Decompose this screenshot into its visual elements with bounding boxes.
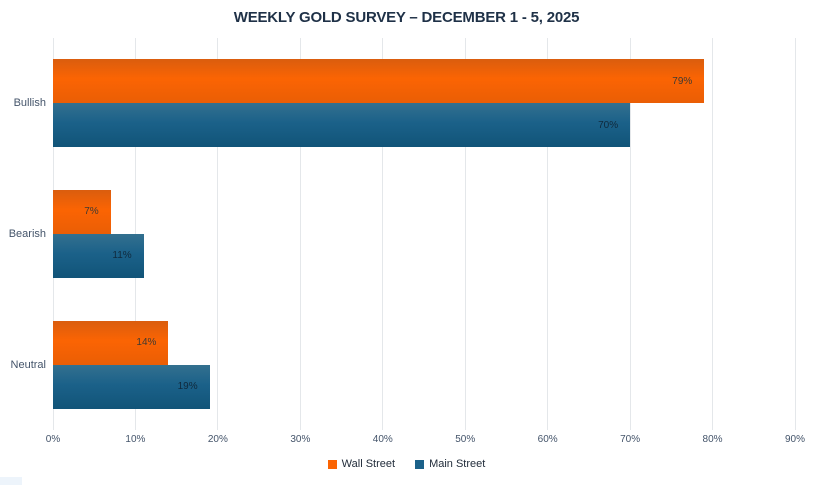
bar-main-street: 19% — [53, 364, 210, 409]
x-tick-label: 50% — [455, 434, 476, 445]
gridline — [794, 38, 796, 430]
category-label-bullish: Bullish — [13, 97, 46, 110]
x-tick-label: 70% — [620, 434, 641, 445]
bar-group-bearish: 7% 11% — [53, 169, 795, 300]
x-tick-label: 10% — [125, 434, 146, 445]
bar-group-bullish: 79% 70% — [53, 38, 795, 169]
x-tick-label: 60% — [537, 434, 558, 445]
legend-swatch — [415, 459, 425, 469]
legend: Wall Street Main Street — [0, 458, 813, 470]
bar-group-neutral: 14% 19% — [53, 299, 795, 430]
bar-value-label: 19% — [177, 381, 198, 393]
gridline — [629, 38, 631, 430]
x-tick-label: 30% — [290, 434, 311, 445]
category-label-neutral: Neutral — [10, 358, 46, 371]
legend-item-main-street: Main Street — [415, 458, 485, 470]
x-tick-label: 90% — [784, 434, 806, 445]
bar-value-label: 7% — [84, 206, 99, 218]
gridline — [217, 38, 219, 430]
bar-value-label: 79% — [672, 75, 693, 87]
x-tick-label: 40% — [372, 434, 393, 445]
legend-label: Wall Street — [341, 458, 396, 470]
bar-wall-street: 14% — [53, 320, 169, 365]
bar-value-label: 70% — [598, 119, 619, 131]
x-axis: 0% 10% 20% 30% 40% 50% 60% 70% 80% 90% — [46, 434, 805, 450]
plot-area: 79% 70% 7% 11% 14% 19% — [52, 38, 796, 430]
x-tick-label: 80% — [702, 434, 723, 445]
category-label-bearish: Bearish — [8, 227, 46, 240]
legend-item-wall-street: Wall Street — [327, 458, 396, 470]
gridline — [299, 38, 301, 430]
category-axis: Bullish Bearish Neutral — [0, 38, 46, 430]
gridline — [712, 38, 714, 430]
x-tick-label: 20% — [207, 434, 228, 445]
bar-main-street: 70% — [53, 103, 631, 148]
bar-wall-street: 79% — [53, 59, 705, 104]
bar-wall-street: 7% — [53, 189, 111, 234]
legend-swatch — [327, 459, 337, 469]
gridline — [547, 38, 549, 430]
legend-label: Main Street — [429, 458, 486, 470]
gridline — [464, 38, 466, 430]
chart-title: WEEKLY GOLD SURVEY – DECEMBER 1 - 5, 202… — [233, 9, 580, 26]
x-tick-label: 0% — [45, 434, 61, 445]
bar-main-street: 11% — [53, 233, 144, 278]
bottom-edge-artifact — [0, 477, 22, 485]
bar-value-label: 14% — [136, 337, 157, 349]
bar-value-label: 11% — [112, 250, 132, 262]
gridline — [382, 38, 384, 430]
